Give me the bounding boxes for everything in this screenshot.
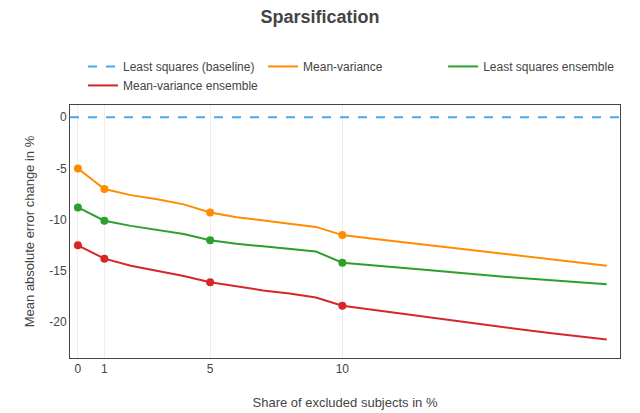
svg-text:0: 0 <box>60 110 67 124</box>
svg-text:1: 1 <box>101 362 108 376</box>
svg-text:10: 10 <box>336 362 350 376</box>
svg-text:Mean absolute error change in: Mean absolute error change in % <box>22 135 37 327</box>
svg-text:Mean-variance: Mean-variance <box>303 60 383 74</box>
svg-text:Share of excluded subjects in: Share of excluded subjects in % <box>253 395 438 410</box>
svg-text:-5: -5 <box>56 162 67 176</box>
svg-text:0: 0 <box>75 362 82 376</box>
svg-text:-15: -15 <box>49 264 67 278</box>
svg-text:Mean-variance ensemble: Mean-variance ensemble <box>123 79 258 93</box>
svg-text:-20: -20 <box>49 315 67 329</box>
svg-text:Least squares ensemble: Least squares ensemble <box>483 60 614 74</box>
svg-text:Least squares (baseline): Least squares (baseline) <box>123 60 254 74</box>
svg-text:-10: -10 <box>49 213 67 227</box>
svg-text:5: 5 <box>207 362 214 376</box>
svg-text:Sparsification: Sparsification <box>260 7 379 27</box>
